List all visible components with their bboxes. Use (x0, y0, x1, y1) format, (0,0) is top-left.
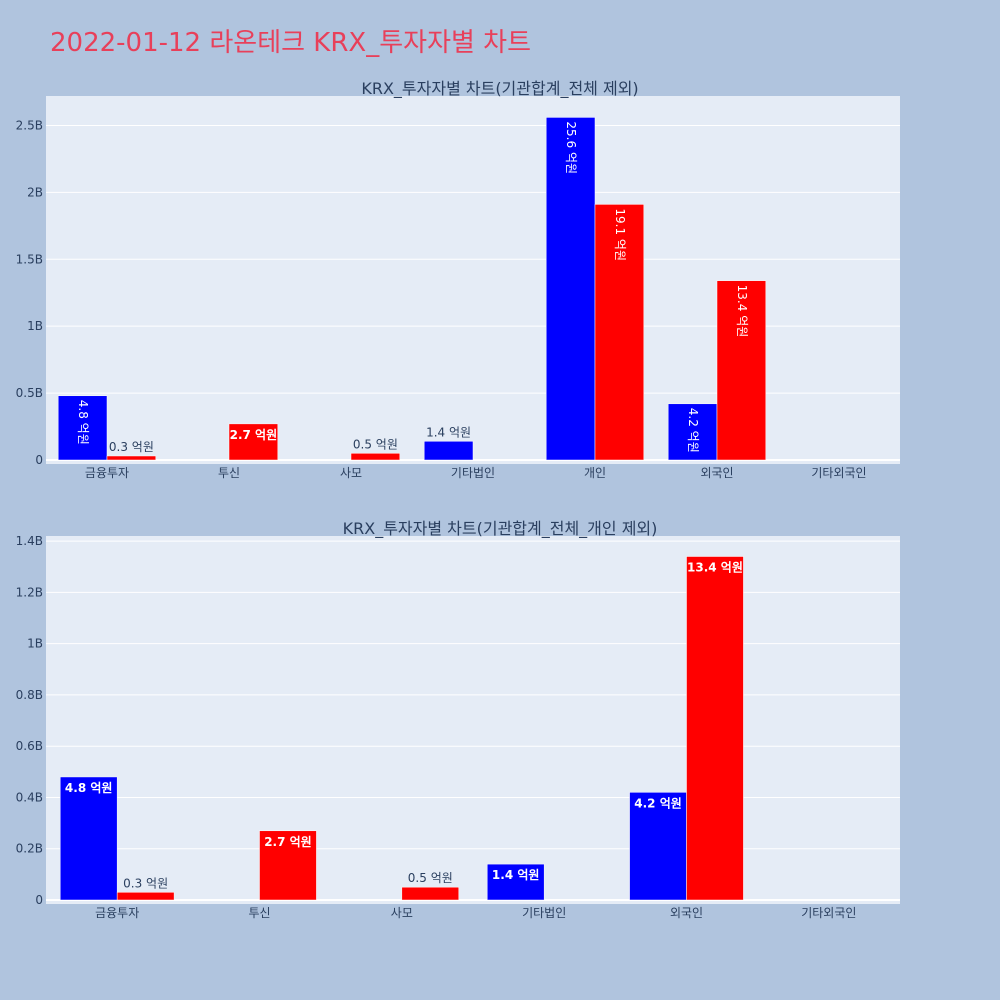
bar (401, 886, 460, 901)
x-tick-label: 외국인 (670, 906, 703, 920)
x-tick-label: 투신 (248, 906, 270, 920)
y-tick-label: 2.5B (16, 118, 43, 132)
x-tick-label: 외국인 (700, 466, 733, 480)
y-tick-label: 0.8B (16, 688, 43, 702)
chart-bottom: 0 0.2B 0.4B 0.6B 0.8B 1B 1.2B 1.4B KRX_투자자별 차트(기… (16, 519, 900, 920)
bar (545, 117, 596, 461)
y-tick-label: 0.2B (16, 842, 43, 856)
data-label: 13.4 억원 (687, 561, 743, 575)
bar (228, 423, 279, 461)
y-tick-label: 0.5B (16, 386, 43, 400)
bar (57, 395, 108, 461)
y-tick-label: 0.4B (16, 790, 43, 804)
bar (629, 792, 687, 901)
page-title: 2022-01-12 라온테크 KRX_투자자별 차트 (50, 28, 532, 58)
y-tick-label: 1.4B (16, 534, 43, 548)
y-tick-label: 0.6B (16, 739, 43, 753)
x-tick-label: 사모 (391, 906, 413, 920)
data-label: 1.4 억원 (426, 425, 471, 439)
bar (716, 280, 767, 461)
bar (106, 455, 157, 461)
x-tick-label: 기타법인 (522, 906, 566, 920)
bar (686, 556, 744, 901)
x-tick-label: 기타외국인 (811, 466, 866, 480)
y-tick-label: 0 (35, 453, 43, 467)
bar (350, 453, 401, 461)
chart-title: KRX_투자자별 차트(기관합계_전체 제외) (361, 79, 638, 99)
chart-title: KRX_투자자별 차트(기관합계_전체_개인 제외) (343, 519, 658, 539)
y-tick-label: 2B (27, 185, 43, 199)
data-label: 4.2 억원 (686, 408, 700, 453)
x-tick-label: 사모 (340, 466, 362, 480)
data-label: 13.4 억원 (735, 285, 749, 338)
data-label: 1.4 억원 (492, 868, 540, 882)
data-label: 0.5 억원 (353, 437, 398, 451)
chart-top: 0 0.5B 1B 1.5B 2B 2.5B KRX_투자자별 차트(기관합계_전체 제외)… (16, 79, 900, 480)
y-tick-label: 1B (27, 637, 43, 651)
data-label: 4.8 억원 (65, 781, 113, 795)
x-tick-label: 금융투자 (95, 906, 139, 920)
data-label: 0.3 억원 (123, 876, 168, 890)
bar (59, 776, 118, 901)
data-label: 0.3 억원 (109, 440, 154, 454)
x-tick-label: 개인 (584, 466, 606, 480)
x-tick-label: 투신 (218, 466, 240, 480)
x-tick-label: 기타법인 (451, 466, 495, 480)
data-label: 25.6 억원 (564, 121, 578, 174)
bar (486, 863, 545, 901)
y-tick-label: 1.5B (16, 252, 43, 266)
bar (259, 830, 317, 901)
bar (594, 204, 645, 461)
x-tick-label: 금융투자 (85, 466, 129, 480)
data-label: 4.2 억원 (634, 796, 682, 810)
data-label: 2.7 억원 (230, 428, 278, 442)
bar (667, 403, 718, 461)
x-tick-label: 기타외국인 (801, 906, 856, 920)
y-tick-label: 1B (27, 319, 43, 333)
bar (423, 441, 474, 461)
data-label: 4.8 억원 (76, 400, 90, 445)
data-label: 0.5 억원 (408, 871, 453, 885)
y-tick-label: 1.2B (16, 585, 43, 599)
plot-area (46, 96, 900, 464)
data-label: 2.7 억원 (264, 835, 312, 849)
y-tick-label: 0 (35, 893, 43, 907)
data-label: 19.1 억원 (613, 208, 627, 261)
plot-area (46, 536, 900, 904)
bar (116, 892, 175, 901)
